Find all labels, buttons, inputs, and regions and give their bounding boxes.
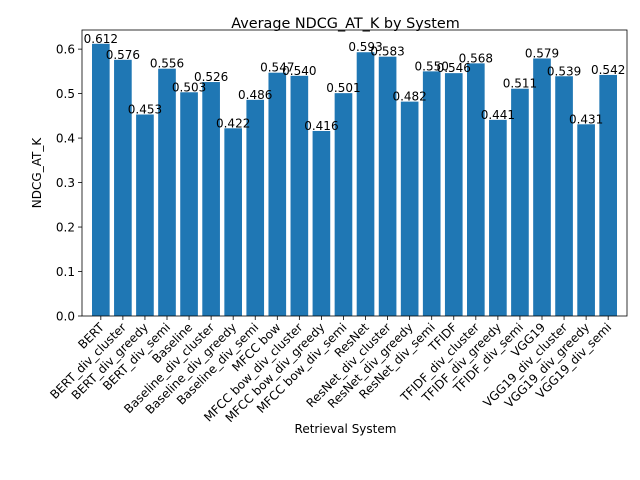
bar-value-label: 0.539 [547,64,581,78]
bar [202,82,220,316]
y-tick-label: 0.0 [56,309,75,323]
bar [378,56,397,316]
bar-value-label: 0.482 [392,90,426,104]
bar [92,43,110,317]
bar [533,58,551,317]
y-axis-label: NDCG_AT_K [30,137,44,209]
bar [356,52,375,316]
bar [511,88,529,317]
plot-frame [81,29,628,317]
bar [114,59,132,316]
bar-value-label: 0.593 [348,40,382,54]
y-tick-label: 0.1 [56,265,75,279]
bar [180,92,198,317]
bar-value-label: 0.547 [260,61,294,75]
bar-value-label: 0.579 [525,46,559,60]
bar-value-label: 0.550 [415,59,449,73]
bar-value-label: 0.612 [84,32,118,46]
x-axis-label: Retrieval System [295,422,397,436]
bar [489,119,507,316]
bar [467,63,485,316]
bar [400,101,419,316]
bar-value-label: 0.568 [459,51,493,65]
bar-value-label: 0.546 [437,61,471,75]
bar-value-label: 0.416 [304,119,338,133]
y-tick-label: 0.2 [56,220,75,234]
bar-value-label: 0.526 [194,70,228,84]
bar-value-label: 0.501 [326,81,360,95]
y-tick-label: 0.6 [56,42,75,56]
bar [577,124,595,316]
bar [290,75,309,316]
bar [444,73,463,316]
bar [422,71,441,316]
bar [334,93,353,316]
y-axis: 0.0 0.1 0.2 0.3 0.4 0.5 0.6 [56,42,82,323]
bar [555,76,573,316]
bar-value-label: 0.422 [216,116,250,130]
bar-value-label: 0.540 [282,64,316,78]
bar-value-label: 0.453 [128,103,162,117]
bar [224,128,242,316]
y-tick-label: 0.4 [56,131,75,145]
bar-value-label: 0.576 [106,48,140,62]
bar-value-label: 0.511 [503,77,537,91]
bar [158,68,176,316]
bars-group [92,43,617,317]
bar-value-label: 0.542 [591,63,625,77]
bar-value-label: 0.503 [172,80,206,94]
bar [312,130,331,316]
y-tick-label: 0.5 [56,87,75,101]
chart-title: Average NDCG_AT_K by System [231,16,460,32]
bar [268,72,287,316]
bar-value-label: 0.441 [481,108,515,122]
bar-value-label: 0.556 [150,57,184,71]
bar-value-label: 0.583 [370,45,404,59]
bar [246,99,265,317]
bar-value-label: 0.486 [238,88,272,102]
bar [136,114,154,317]
bar-value-label: 0.431 [569,112,603,126]
bar [599,74,617,316]
y-tick-label: 0.3 [56,176,75,190]
